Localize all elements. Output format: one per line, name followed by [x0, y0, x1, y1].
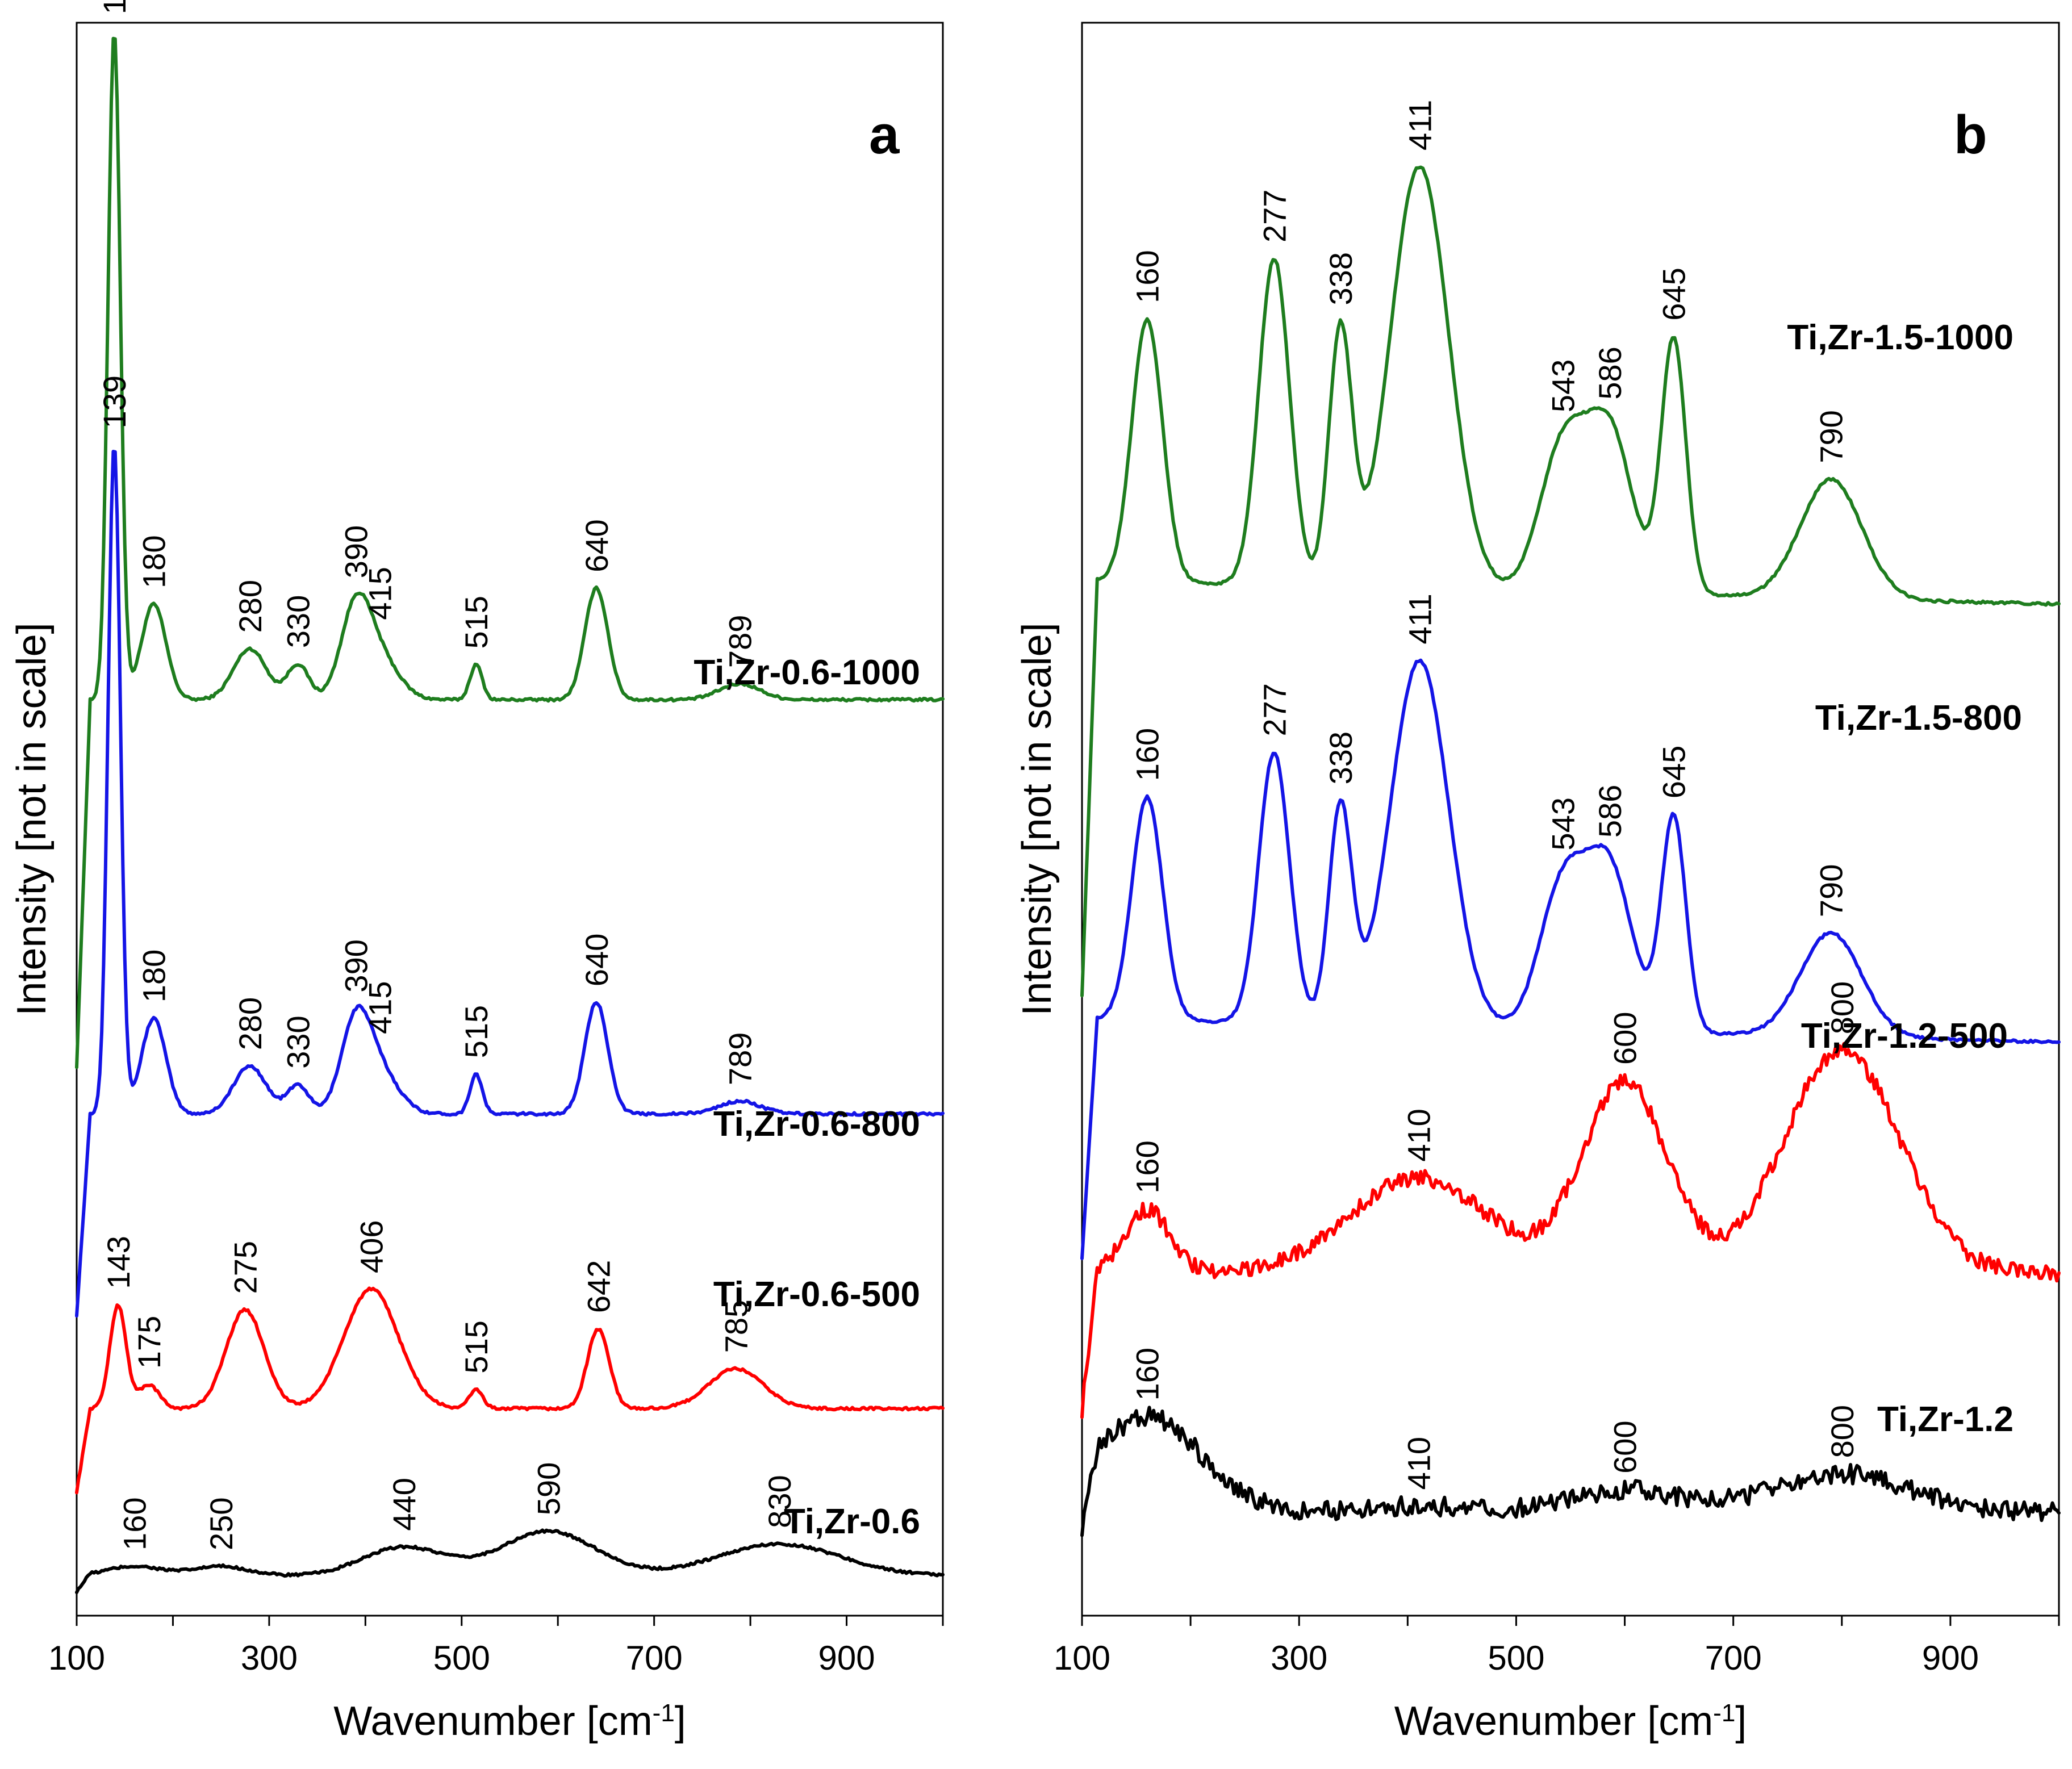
x-axis-title-end: ]	[675, 1699, 686, 1744]
peak-label: 586	[1592, 346, 1628, 399]
peak-label: 415	[362, 567, 398, 620]
x-axis-title-sup: -1	[1713, 1699, 1735, 1727]
series-label: Ti,Zr-1.2	[1877, 1400, 2013, 1439]
series-line	[75, 1286, 945, 1495]
y-axis-title: Intensity [not in scale]	[9, 622, 55, 1015]
peak-label: 590	[530, 1462, 566, 1515]
series-line	[1080, 1042, 2061, 1419]
series-line	[1080, 1406, 2061, 1537]
peak-label: 411	[1402, 100, 1438, 150]
peak-label: 790	[1814, 864, 1849, 917]
peak-label: 515	[458, 596, 494, 649]
peak-label: 415	[362, 981, 398, 1034]
peak-label: 160	[117, 1498, 153, 1550]
x-axis-title-sup: -1	[653, 1699, 675, 1727]
peak-label: 543	[1545, 797, 1581, 850]
peak-label: 640	[579, 934, 615, 986]
series-label: Ti,Zr-0.6-500	[713, 1275, 920, 1314]
peak-label: 330	[281, 595, 316, 648]
peak-label: 410	[1401, 1437, 1436, 1490]
peak-label: 139	[97, 0, 132, 14]
series-label: Ti,Zr-0.6	[784, 1502, 920, 1541]
peak-label: 143	[101, 1236, 136, 1289]
peak-label: 515	[458, 1320, 494, 1373]
x-tick-label: 100	[1054, 1639, 1110, 1677]
peak-label: 180	[136, 950, 172, 1002]
peak-label: 645	[1656, 746, 1692, 798]
peak-label: 180	[136, 535, 172, 588]
x-axis-title: Wavenumber [cm-1]	[1394, 1699, 1747, 1744]
peak-label: 790	[1814, 410, 1849, 463]
series-label: Ti,Zr-0.6-800	[713, 1105, 920, 1144]
x-tick-label: 900	[1922, 1639, 1979, 1677]
peak-label: 600	[1607, 1420, 1643, 1473]
peak-label: 515	[458, 1005, 494, 1058]
panel-letter: a	[869, 104, 900, 165]
peak-label: 338	[1323, 731, 1359, 784]
series-label: Ti,Zr-1.5-1000	[1787, 318, 2013, 357]
x-tick-label: 500	[1488, 1639, 1544, 1677]
peak-label: 250	[203, 1497, 239, 1550]
x-tick-label: 700	[1705, 1639, 1762, 1677]
peak-label: 411	[1402, 593, 1438, 644]
peak-label: 789	[722, 615, 758, 668]
peak-label: 280	[232, 997, 268, 1050]
x-tick-label: 700	[626, 1639, 683, 1677]
plot-frame	[76, 22, 944, 1617]
x-axis-title-end: ]	[1735, 1699, 1747, 1744]
peak-label: 277	[1256, 190, 1292, 242]
x-tick-label: 900	[818, 1639, 875, 1677]
series-line	[75, 36, 945, 1069]
series-line	[1080, 165, 2061, 998]
peak-label: 160	[1130, 1140, 1166, 1193]
plot-frame	[1081, 22, 2060, 1617]
x-tick-label: 300	[1271, 1639, 1327, 1677]
peak-label: 330	[281, 1015, 316, 1068]
peak-label: 642	[580, 1260, 616, 1313]
series-line	[75, 1528, 945, 1595]
series-line	[1080, 658, 2061, 1260]
peak-label: 586	[1592, 785, 1628, 838]
x-tick-label: 300	[241, 1639, 298, 1677]
y-axis-title: Intensity [not in scale]	[1014, 622, 1060, 1015]
peak-label: 390	[338, 939, 374, 992]
peak-label: 543	[1545, 359, 1581, 412]
peak-label: 640	[579, 519, 615, 572]
peak-label: 139	[97, 375, 132, 428]
peak-label: 338	[1323, 252, 1359, 305]
peak-label: 785	[718, 1300, 754, 1353]
peak-label: 410	[1401, 1109, 1436, 1161]
peak-label: 600	[1607, 1012, 1643, 1065]
peak-label: 830	[762, 1475, 797, 1528]
x-tick-label: 100	[48, 1639, 105, 1677]
peak-label: 406	[354, 1220, 390, 1273]
x-axis-title: Wavenumber [cm-1]	[333, 1699, 686, 1744]
peak-label: 160	[1130, 250, 1166, 303]
panel-letter: b	[1954, 104, 1987, 165]
peak-label: 160	[1130, 728, 1166, 781]
peak-label: 789	[722, 1032, 758, 1085]
series-label: Ti,Zr-1.5-800	[1815, 699, 2022, 738]
series-line	[75, 450, 945, 1318]
peak-label: 800	[1824, 981, 1860, 1034]
series-label: Ti,Zr-1.2-500	[1801, 1017, 2008, 1056]
peak-label: 280	[232, 580, 268, 633]
peak-label: 175	[131, 1316, 167, 1369]
series-label: Ti,Zr-0.6-1000	[694, 653, 920, 692]
peak-label: 275	[228, 1241, 264, 1294]
panel-b: 100 300 500 700 900 Wavenumber [cm-1] Intensit…	[1014, 22, 2061, 1744]
x-tick-label: 500	[433, 1639, 490, 1677]
peak-label: 160	[1130, 1348, 1166, 1400]
peak-label: 390	[338, 525, 374, 578]
peak-label: 440	[386, 1478, 422, 1530]
peak-label: 645	[1656, 267, 1692, 320]
peak-label: 800	[1824, 1405, 1860, 1458]
peak-label: 277	[1256, 683, 1292, 736]
panel-a: 100 300 500 700 900 Wavenumber [cm-1] Intensit…	[9, 0, 945, 1744]
